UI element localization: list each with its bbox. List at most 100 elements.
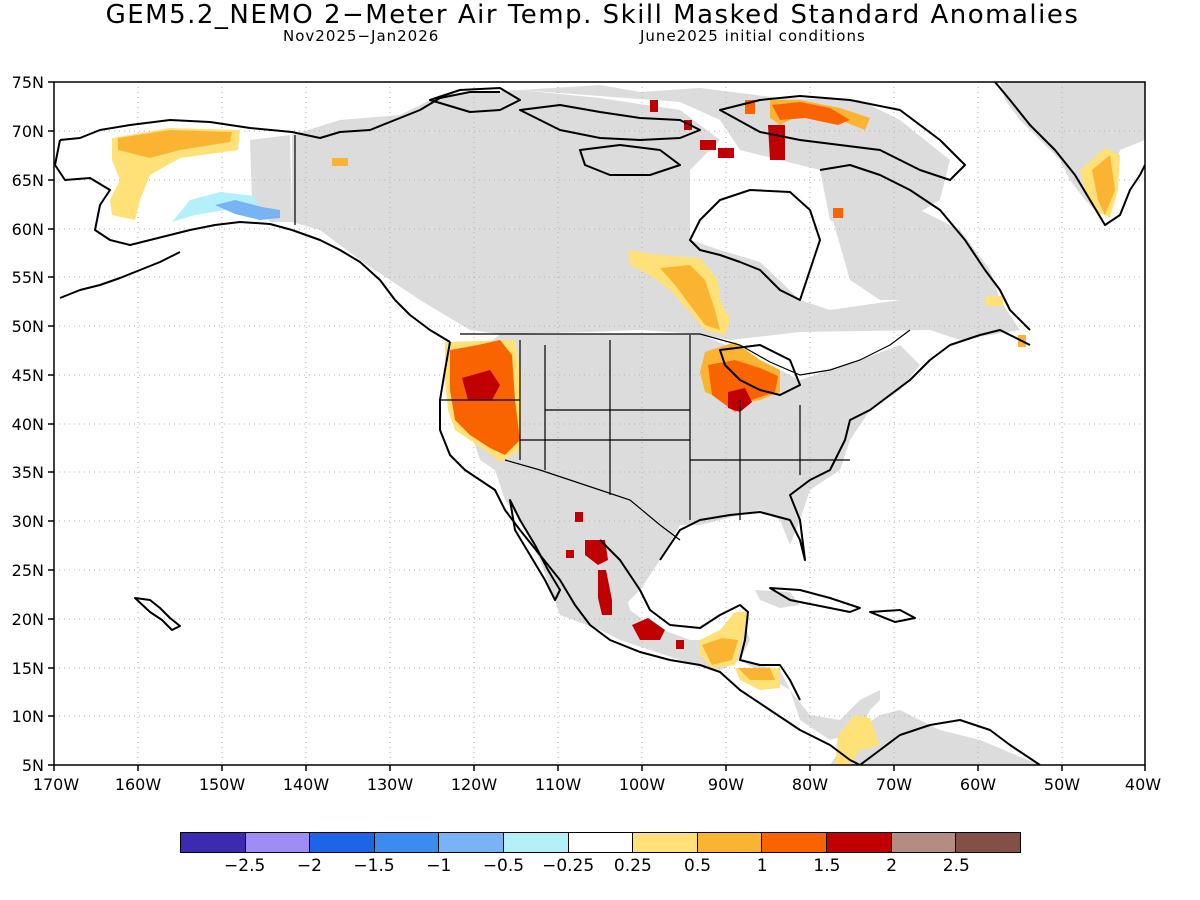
lon-label: 70W: [876, 775, 912, 794]
lat-label: 65N: [12, 171, 44, 190]
colorbar: [180, 832, 1021, 853]
political-borders: [294, 135, 911, 541]
lat-label: 30N: [12, 512, 44, 531]
lon-label: 140W: [283, 775, 330, 794]
colorbar-label: 1: [756, 856, 768, 876]
mexico-warm-anomaly-2: [598, 570, 612, 615]
great-lakes: [719, 344, 801, 396]
lon-label: 40W: [1125, 775, 1161, 794]
colorbar-label: −0.25: [542, 856, 595, 876]
colorbar-label: −2: [296, 856, 322, 876]
colorbar-label: 0.25: [613, 856, 652, 876]
colorbar-swatch: [956, 833, 1020, 852]
coastlines: [54, 82, 1145, 765]
lon-label: 50W: [1044, 775, 1080, 794]
colorbar-swatch: [439, 833, 505, 852]
arctic-archipelago-3: [429, 87, 521, 113]
caribbean-gray: [755, 590, 800, 608]
us-gulf-coast: [659, 329, 1031, 561]
anomaly-shading: [110, 100, 1120, 765]
lon-label: 60W: [960, 775, 996, 794]
initial-conditions-subtitle: June2025 initial conditions: [640, 27, 866, 45]
alaska-cool-anomaly: [172, 192, 260, 222]
aleutian-chain: [59, 251, 181, 299]
central-america-warm-anomaly-strong: [738, 668, 775, 680]
colorbar-swatch: [245, 833, 311, 852]
mexico-gray: [520, 500, 750, 670]
map-plot: [54, 82, 1145, 765]
pnw-warm-anomaly-core: [462, 370, 500, 400]
longitude-labels: 170W 160W 150W 140W 130W 120W 110W 100W …: [33, 775, 1161, 794]
colorbar-label: 0.5: [684, 856, 712, 876]
lat-label: 20N: [12, 610, 44, 629]
colorbar-swatch: [827, 833, 892, 852]
lat-label: 55N: [12, 268, 44, 287]
south-america-coast: [859, 719, 1041, 765]
lat-label: 35N: [12, 463, 44, 482]
baja-coast: [509, 499, 561, 601]
lat-label: 75N: [12, 73, 44, 92]
lat-label: 60N: [12, 220, 44, 239]
great-lakes-warm-anomaly-strong: [708, 360, 778, 412]
colorbar-swatch: [310, 833, 375, 852]
colorbar-label: −2.5: [224, 856, 266, 876]
alaska-cool-anomaly-strong: [215, 200, 280, 220]
yukon-warm-cell: [332, 158, 348, 166]
arctic-archipelago-2: [719, 95, 966, 181]
yucatan-warm-anomaly-strong: [702, 638, 738, 665]
gulf-coast: [599, 539, 801, 701]
hawaii: [134, 597, 181, 631]
greenland-warm-anomaly-strong: [1092, 155, 1115, 215]
hispaniola-coast: [869, 609, 916, 623]
south-america-gray: [830, 710, 1040, 765]
lon-label: 120W: [451, 775, 498, 794]
alaska-coast: [59, 91, 500, 141]
lat-label: 40N: [12, 415, 44, 434]
lon-label: 170W: [33, 775, 80, 794]
lat-label: 45N: [12, 366, 44, 385]
lon-label: 110W: [535, 775, 582, 794]
baffin-warm-anomaly-strong: [772, 102, 850, 125]
lon-label: 100W: [619, 775, 666, 794]
colorbar-label: 2.5: [942, 856, 970, 876]
lat-label: 50N: [12, 317, 44, 336]
lat-label: 70N: [12, 122, 44, 141]
labrador-warm-cell: [985, 296, 1003, 306]
axis-ticks: [48, 81, 1146, 771]
colombia-warm-anomaly: [835, 715, 880, 765]
lon-label: 150W: [199, 775, 246, 794]
cuba-coast: [769, 587, 861, 613]
us-west-coast: [439, 341, 861, 765]
colorbar-label: −1.5: [353, 856, 395, 876]
hudson-bay-coast: [689, 189, 821, 301]
lat-label: 10N: [12, 707, 44, 726]
colorbar-swatch: [762, 833, 828, 852]
colorbar-swatch: [697, 833, 763, 852]
latitude-labels: 75N 70N 65N 60N 55N 50N 45N 40N 35N 30N …: [12, 73, 44, 775]
quebec-gray: [830, 200, 1000, 300]
colorbar-label: −0.5: [482, 856, 525, 876]
season-subtitle: Nov2025−Jan2026: [283, 27, 440, 45]
mexico-warm-cell-1: [575, 512, 583, 522]
map-title: GEM5.2_NEMO 2−Meter Air Temp. Skill Mask…: [105, 0, 1080, 30]
ontario-warm-anomaly-strong: [660, 265, 720, 330]
colorbar-swatch: [568, 833, 634, 852]
colorbar-swatch: [891, 833, 957, 852]
arctic-warm-cell-3: [700, 140, 716, 150]
colorbar-swatch: [504, 833, 569, 852]
colorbar-label: 2: [886, 856, 898, 876]
mexico-warm-cell-2: [566, 550, 574, 558]
colorbar-swatch: [374, 833, 440, 852]
mexico-warm-anomaly-1: [585, 540, 608, 565]
greenland-coast: [994, 82, 1145, 226]
lat-label: 15N: [12, 659, 44, 678]
colorbar-swatch: [181, 833, 246, 852]
arctic-archipelago-1: [519, 104, 701, 141]
alaska-warm-anomaly-strong: [118, 130, 232, 158]
greenland-gray: [1000, 82, 1145, 215]
colorbar-label: 1.5: [813, 856, 841, 876]
colorbar-label: −1: [426, 856, 452, 876]
alaska-west-coast: [54, 139, 451, 343]
labrador-coast: [819, 164, 1031, 331]
